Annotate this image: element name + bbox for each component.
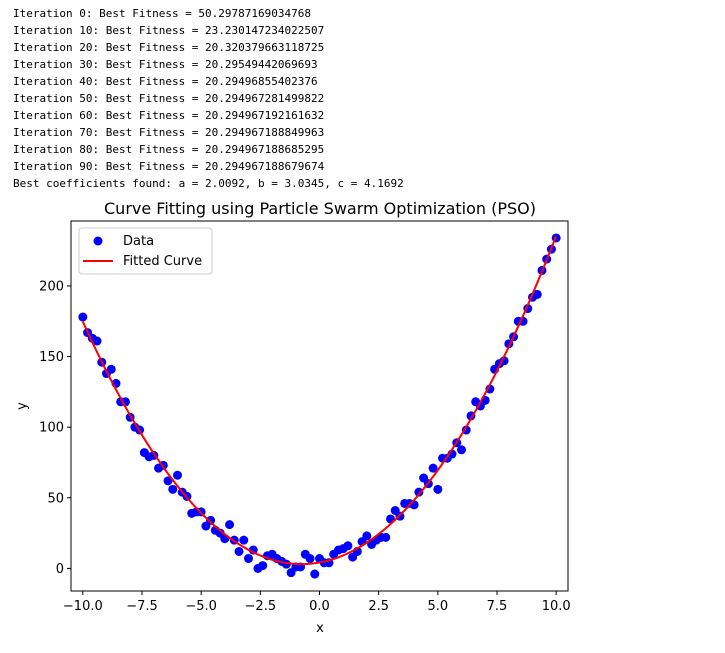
y-tick-label: 100	[39, 421, 64, 436]
x-tick-label: 2.5	[368, 599, 389, 614]
legend-data-marker	[93, 236, 103, 246]
console-line: Iteration 10: Best Fitness = 23.23014723…	[13, 24, 325, 37]
data-point	[173, 470, 182, 480]
chart-title: Curve Fitting using Particle Swarm Optim…	[104, 199, 536, 218]
console-line: Iteration 70: Best Fitness = 20.29496718…	[13, 126, 325, 139]
data-point	[78, 312, 88, 322]
data-point	[457, 445, 466, 455]
console-line: Best coefficients found: a = 2.0092, b =…	[13, 177, 404, 190]
legend-box	[78, 227, 213, 275]
data-point	[381, 532, 391, 542]
data-point	[234, 546, 244, 556]
data-point	[239, 535, 249, 545]
plot-area-frame	[70, 220, 569, 592]
data-point	[343, 541, 353, 551]
data-point	[532, 289, 542, 299]
console-line: Iteration 40: Best Fitness = 20.29496855…	[13, 75, 318, 88]
chart: Curve Fitting using Particle Swarm Optim…	[15, 199, 571, 636]
x-tick-label: 5.0	[427, 599, 448, 614]
data-point	[428, 463, 438, 473]
x-tick-label: −5.0	[185, 599, 217, 614]
data-point	[310, 569, 320, 579]
y-tick-label: 200	[39, 279, 64, 294]
y-tick-label: 150	[39, 350, 64, 365]
console-output: Iteration 0: Best Fitness = 50.297871690…	[13, 5, 404, 192]
x-tick-label: 7.5	[487, 599, 508, 614]
x-tick-label: −2.5	[245, 599, 277, 614]
data-point	[362, 531, 372, 541]
data-point	[305, 554, 315, 564]
legend-fitted-curve-label: Fitted Curve	[123, 254, 202, 269]
legend-data-label: Data	[123, 234, 154, 249]
y-axis-label: y	[15, 402, 30, 410]
console-line: Iteration 20: Best Fitness = 20.32037966…	[13, 41, 325, 54]
x-tick-label: 10.0	[542, 599, 571, 614]
x-axis-label: x	[316, 621, 324, 636]
data-scatter-series	[78, 233, 561, 579]
console-line: Iteration 30: Best Fitness = 20.29549442…	[13, 58, 318, 71]
data-point	[225, 520, 235, 530]
console-line: Iteration 50: Best Fitness = 20.29496728…	[13, 92, 325, 105]
y-tick-label: 50	[47, 491, 64, 506]
data-point	[92, 336, 102, 346]
data-point	[163, 476, 173, 486]
data-point	[106, 364, 116, 374]
x-tick-label: −10.0	[63, 599, 103, 614]
y-axis: 0 50 100 150 200	[39, 279, 71, 577]
console-line: Iteration 60: Best Fitness = 20.29496719…	[13, 109, 325, 122]
y-tick-label: 0	[56, 562, 64, 577]
console-line: Iteration 90: Best Fitness = 20.29496718…	[13, 160, 325, 173]
legend: Data Fitted Curve	[78, 227, 213, 275]
data-point	[206, 515, 216, 525]
x-tick-label: 0.0	[309, 599, 330, 614]
data-point	[433, 484, 443, 494]
console-line: Iteration 0: Best Fitness = 50.297871690…	[13, 7, 312, 20]
x-tick-label: −7.5	[126, 599, 158, 614]
data-point	[244, 554, 253, 564]
data-point	[414, 487, 424, 497]
data-point	[258, 561, 268, 571]
fitted-curve-line	[81, 235, 558, 566]
console-line: Iteration 80: Best Fitness = 20.29496718…	[13, 143, 325, 156]
x-axis: −10.0 −7.5 −5.0 −2.5 0.0 2.5 5.0 7.5 10.0	[63, 591, 571, 614]
data-point	[168, 484, 178, 494]
